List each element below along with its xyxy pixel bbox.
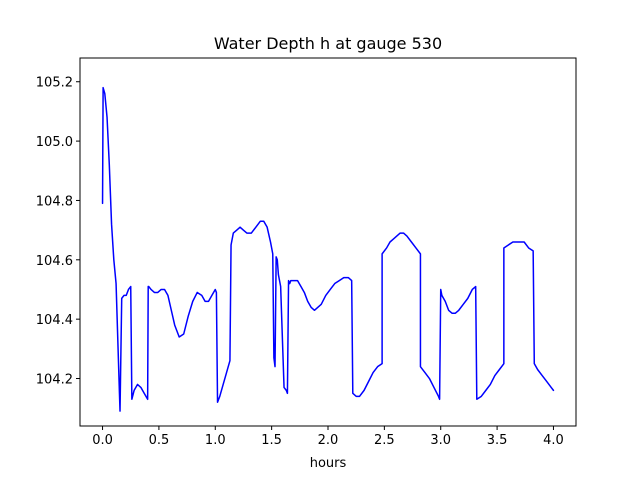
x-tick-label: 4.0: [543, 433, 564, 448]
chart-title: Water Depth h at gauge 530: [214, 34, 442, 53]
x-tick-label: 2.0: [318, 433, 339, 448]
y-tick-label: 105.0: [36, 135, 73, 150]
y-tick-label: 104.4: [36, 313, 73, 328]
plot-background: [80, 58, 576, 426]
series-line: [101, 86, 555, 412]
x-axis: 0.0 0.5 1.0 1.5 2.0 2.5 3.0 3.5 4.0: [92, 426, 564, 448]
x-tick-label: 0.5: [149, 433, 170, 448]
x-tick-label: 2.5: [374, 433, 395, 448]
y-tick-label: 105.2: [36, 76, 73, 91]
x-tick-label: 1.0: [205, 433, 226, 448]
x-tick-label: 3.5: [487, 433, 508, 448]
y-tick-label: 104.2: [36, 373, 73, 388]
y-tick-label: 104.6: [36, 254, 73, 269]
x-tick-label: 3.0: [430, 433, 451, 448]
series-layer: [101, 86, 555, 412]
y-axis: 104.2 104.4 104.6 104.8 105.0 105.2: [36, 76, 80, 388]
plot-area: [79, 57, 577, 427]
y-tick-label: 104.8: [36, 194, 73, 209]
x-tick-label: 0.0: [92, 433, 113, 448]
x-axis-label: hours: [310, 456, 347, 471]
x-tick-label: 1.5: [261, 433, 282, 448]
